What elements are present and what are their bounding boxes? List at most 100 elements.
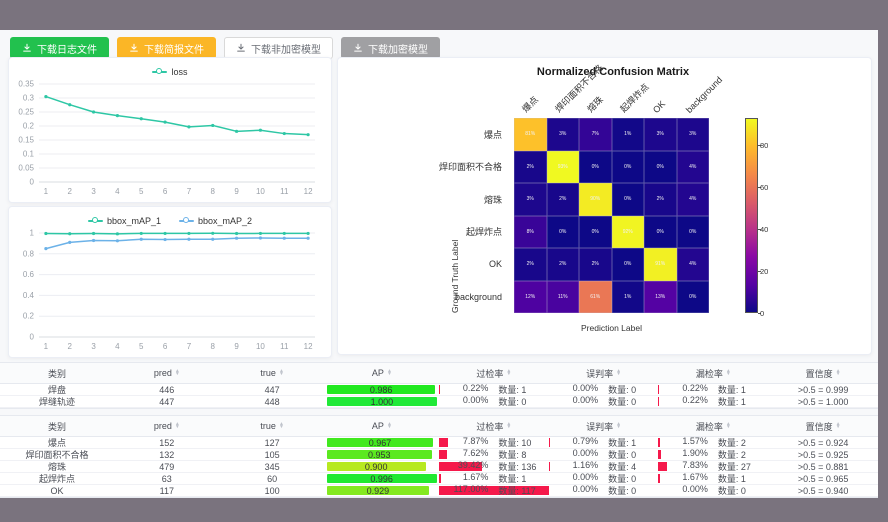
- map-chart-card: bbox_mAP_1 bbox_mAP_2 0 0.2 0.4 0.6 0.8 1 1 2 3 4 5…: [8, 206, 332, 358]
- column-header-1[interactable]: pred ▲ ▼: [114, 363, 219, 383]
- button-label: 下载非加密模型: [251, 44, 321, 56]
- miss-rate-cell: 1.90% 数量: 2: [658, 449, 768, 460]
- column-header-7[interactable]: 置信度 ▲ ▼: [768, 416, 878, 436]
- matrix-cell-value: 81%: [525, 131, 536, 138]
- toolbar: 下载日志文件 下载简报文件 下载非加密模型 下载加密模型: [10, 37, 440, 59]
- legend-marker: [152, 68, 168, 74]
- matrix-cell: 2%: [546, 183, 579, 216]
- matrix-cell-value: 92%: [622, 228, 633, 235]
- rate-text: 117.00% 数量: 117: [439, 485, 549, 496]
- class-name-cell: 熔珠: [48, 462, 67, 472]
- class-name-cell: 焊盘: [48, 385, 67, 395]
- sort-icon[interactable]: ▲ ▼: [616, 368, 621, 377]
- svg-text:10: 10: [256, 342, 265, 351]
- rate-percent: 0.00%: [572, 396, 599, 405]
- column-header-label: AP: [371, 368, 384, 378]
- colorbar-tick-label: 20: [760, 267, 769, 277]
- rate-count: 数量: 2: [717, 438, 746, 448]
- rate-text: 0.22% 数量: 1: [658, 396, 768, 407]
- matrix-cell-value: 4%: [689, 163, 697, 170]
- pred-cell: 447: [159, 396, 175, 407]
- legend-label: loss: [171, 66, 188, 77]
- legend-marker: [179, 217, 194, 223]
- download-button-2[interactable]: 下载非加密模型: [224, 37, 333, 59]
- confidence-cell: >0.5 = 0.881: [797, 461, 849, 472]
- sort-down-icon: ▼: [386, 424, 392, 430]
- column-header-1[interactable]: pred ▲ ▼: [114, 416, 219, 436]
- sort-icon[interactable]: ▲ ▼: [506, 368, 512, 377]
- sort-icon[interactable]: ▲ ▼: [726, 368, 731, 377]
- confidence-cell: >0.5 = 0.924: [797, 437, 849, 448]
- sort-icon[interactable]: ▲ ▼: [279, 421, 284, 430]
- download-button-1[interactable]: 下载简报文件: [117, 37, 216, 59]
- column-header-5[interactable]: 误判率 ▲ ▼: [549, 363, 659, 383]
- matrix-cell: 93%: [546, 150, 579, 183]
- column-header-6[interactable]: 漏检率 ▲ ▼: [658, 416, 768, 436]
- svg-text:0.1: 0.1: [23, 150, 35, 159]
- column-header-4[interactable]: 过检率 ▲ ▼: [439, 363, 549, 383]
- svg-text:1: 1: [44, 342, 49, 351]
- rate-bar: [438, 450, 448, 459]
- pred-cell: 152: [159, 437, 175, 448]
- miss-rate-cell: 0.22% 数量: 1: [658, 396, 768, 407]
- confusion-matrix-title: Normalized Confusion Matrix: [536, 66, 690, 78]
- confidence-cell: >0.5 = 0.925: [797, 449, 849, 460]
- sort-icon[interactable]: ▲ ▼: [836, 421, 841, 430]
- column-header-4[interactable]: 过检率 ▲ ▼: [439, 416, 549, 436]
- matrix-cell-value: 3%: [656, 131, 664, 138]
- matrix-cell-value: 3%: [559, 131, 567, 138]
- confusion-matrix-grid: 81% 3% 7% 1% 3% 3% 2% 93% 0% 0% 0% 4% 3% 2% 90% 0% 2% 4% 8…: [514, 118, 709, 313]
- column-header-5[interactable]: 误判率 ▲ ▼: [549, 416, 659, 436]
- matrix-cell-value: 2%: [526, 163, 534, 170]
- column-header-6[interactable]: 漏检率 ▲ ▼: [658, 363, 768, 383]
- column-header-7[interactable]: 置信度 ▲ ▼: [768, 363, 878, 383]
- matrix-cell: 0%: [644, 150, 677, 183]
- download-icon: [237, 43, 245, 52]
- true-cell: 127: [264, 437, 280, 448]
- table-row: 焊盘 446 447 0.986 0.22% 数量: 1 0.00% 数量: 0 0.22% 数量…: [0, 384, 878, 396]
- sort-down-icon: ▼: [506, 371, 512, 377]
- confidence-cell: >0.5 = 1.000: [797, 396, 849, 407]
- sort-up-icon: ▲: [506, 420, 512, 427]
- sort-icon[interactable]: ▲ ▼: [386, 367, 392, 377]
- metrics-tables: 类别 pred ▲ ▼ true ▲ ▼ AP ▲ ▼ 过检率 ▲ ▼ 误判率 ▲ ▼ 漏检率 ▲ ▼ 置信度 ▲ ▼ 焊盘…: [0, 362, 878, 498]
- sort-icon[interactable]: ▲ ▼: [726, 421, 731, 430]
- download-button-3[interactable]: 下载加密模型: [341, 37, 440, 59]
- matrix-col-label: 熔珠: [585, 94, 606, 115]
- confidence-cell: >0.5 = 0.965: [797, 473, 849, 484]
- sort-icon[interactable]: ▲ ▼: [174, 367, 180, 377]
- matrix-cell: 1%: [611, 118, 644, 151]
- matrix-row-label: background: [454, 291, 502, 302]
- table-row: 焊印面积不合格 132 105 0.953 7.62% 数量: 8 0.00% 数量: 0 1.…: [0, 449, 878, 461]
- column-header-3[interactable]: AP ▲ ▼: [325, 416, 439, 436]
- matrix-cell-value: 0%: [656, 163, 664, 170]
- misjudge-rate-cell: 0.79% 数量: 1: [548, 437, 659, 448]
- column-header-label: 漏检率: [695, 368, 723, 379]
- sort-down-icon: ▼: [616, 424, 622, 430]
- legend-item-bbox_mAP_2[interactable]: bbox_mAP_2: [179, 216, 252, 226]
- matrix-cell: 0%: [676, 280, 709, 313]
- legend-marker: [87, 217, 103, 223]
- sort-icon[interactable]: ▲ ▼: [836, 368, 841, 377]
- download-button-0[interactable]: 下载日志文件: [10, 37, 109, 59]
- column-header-2[interactable]: true ▲ ▼: [219, 416, 324, 436]
- sort-icon[interactable]: ▲ ▼: [386, 421, 392, 430]
- rate-count: 数量: 117: [498, 486, 536, 496]
- column-header-2[interactable]: true ▲ ▼: [219, 363, 324, 383]
- legend-item-bbox_mAP_1[interactable]: bbox_mAP_1: [87, 216, 161, 226]
- matrix-cell: 0%: [546, 215, 579, 248]
- sort-icon[interactable]: ▲ ▼: [279, 368, 284, 377]
- matrix-col-label: 起焊炸点: [617, 81, 651, 115]
- sort-up-icon: ▲: [386, 367, 392, 374]
- matrix-cell: 2%: [546, 248, 579, 281]
- confidence-cell: >0.5 = 0.999: [797, 384, 849, 395]
- column-header-3[interactable]: AP ▲ ▼: [325, 363, 439, 383]
- matrix-cell: 0%: [579, 215, 612, 248]
- table-row: 起焊炸点 63 60 0.996 1.67% 数量: 1 0.00% 数量: 0 1.67% 数量…: [0, 473, 878, 485]
- sort-icon[interactable]: ▲ ▼: [175, 421, 180, 430]
- sort-icon[interactable]: ▲ ▼: [616, 421, 622, 430]
- legend-item-loss[interactable]: loss: [152, 66, 188, 77]
- sort-icon[interactable]: ▲ ▼: [506, 420, 512, 430]
- sort-up-icon: ▲: [174, 367, 180, 374]
- matrix-cell: 2%: [514, 248, 547, 281]
